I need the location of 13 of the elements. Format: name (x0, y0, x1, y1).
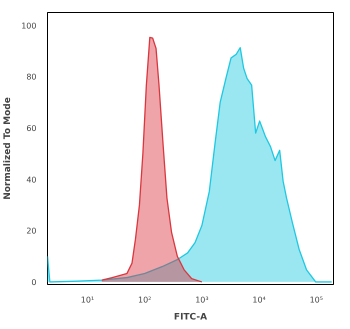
y-tick-label: 60 (26, 124, 37, 133)
x-axis-title: FITC-A (174, 312, 208, 322)
y-tick-label: 0 (31, 278, 37, 287)
x-tick-label: 10³ (195, 296, 209, 304)
x-tick-label: 10² (138, 296, 152, 304)
x-tick-label: 10⁴ (252, 296, 266, 304)
x-tick-label: 10⁵ (310, 296, 323, 304)
y-tick-label: 80 (26, 72, 37, 82)
y-axis-title: Normalized To Mode (3, 97, 14, 200)
y-tick-label: 100 (21, 21, 37, 30)
x-tick-label: 10¹ (80, 296, 94, 304)
y-tick-label: 40 (26, 175, 37, 184)
y-tick-label: 20 (26, 226, 37, 236)
